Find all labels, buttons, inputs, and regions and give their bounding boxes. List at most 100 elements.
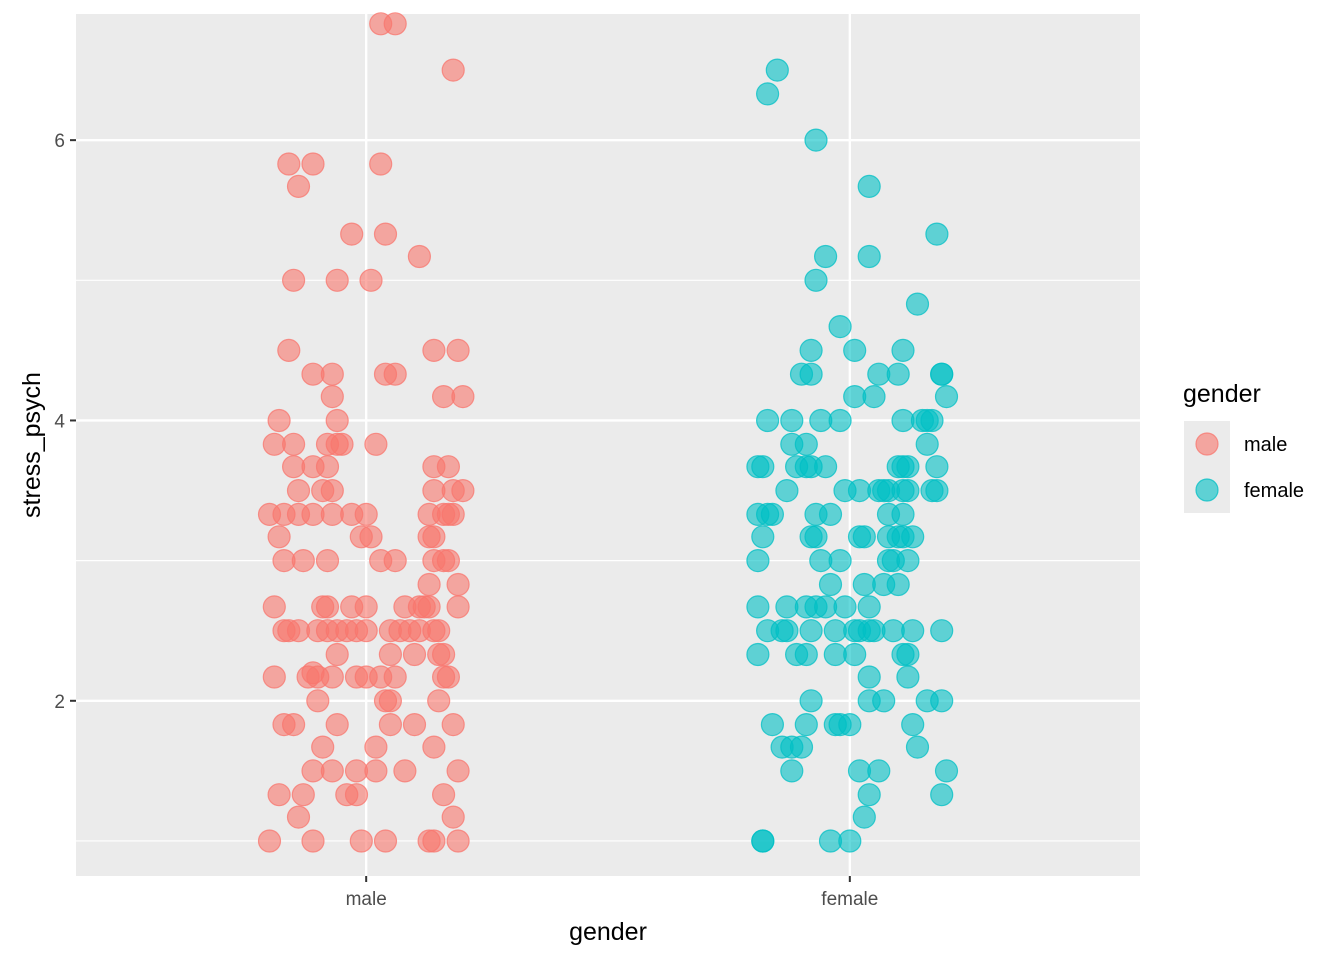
point-female-104 (780, 408, 804, 433)
point-male-88 (422, 525, 446, 549)
point-male-93 (320, 502, 344, 527)
point-female-21 (799, 689, 823, 713)
y-axis-title: stress_psych (18, 372, 46, 518)
point-female-20 (901, 712, 925, 737)
point-male-33 (262, 665, 286, 689)
legend-key-male (1195, 432, 1219, 456)
point-male-139 (441, 58, 465, 82)
point-female-57 (886, 572, 910, 597)
point-female-119 (930, 362, 954, 386)
point-male-19 (446, 759, 470, 783)
point-female-48 (775, 595, 799, 619)
point-female-23 (872, 689, 896, 713)
point-female-63 (896, 548, 920, 573)
point-male-103 (422, 479, 446, 503)
point-female-80 (775, 479, 799, 503)
point-male-64 (262, 595, 286, 619)
point-female-101 (794, 432, 818, 456)
point-male-18 (393, 759, 417, 783)
point-female-64 (751, 525, 775, 549)
point-female-117 (886, 362, 910, 386)
point-female-99 (925, 455, 949, 479)
point-female-124 (905, 292, 930, 316)
point-female-127 (857, 244, 881, 269)
point-female-123 (828, 315, 852, 339)
point-male-78 (315, 548, 340, 573)
point-male-2 (349, 829, 373, 853)
point-male-138 (369, 152, 393, 176)
point-female-125 (804, 268, 828, 292)
point-male-136 (277, 152, 301, 176)
point-female-103 (755, 408, 780, 433)
y-axis: 2 4 6 (54, 131, 76, 713)
y-tick-label-1: 4 (54, 411, 65, 432)
point-male-68 (354, 595, 378, 619)
point-male-123 (320, 362, 344, 386)
point-male-74 (417, 572, 441, 597)
point-female-110 (920, 408, 944, 433)
point-female-112 (862, 385, 886, 409)
y-tick-label-2: 6 (54, 131, 65, 152)
point-male-118 (325, 408, 349, 433)
point-male-132 (407, 244, 431, 269)
point-female-26 (857, 665, 881, 689)
point-female-102 (915, 432, 939, 456)
x-axis: male female (346, 876, 878, 910)
point-male-13 (441, 805, 465, 829)
legend-label-male: male (1244, 434, 1287, 456)
point-female-130 (804, 128, 828, 152)
point-male-11 (432, 783, 456, 807)
point-male-44 (325, 642, 349, 667)
legend-title: gender (1183, 380, 1261, 408)
point-female-91 (751, 455, 775, 479)
point-male-75 (446, 572, 470, 597)
point-male-5 (422, 829, 446, 853)
point-female-4 (780, 759, 804, 783)
plot-panel (76, 14, 1140, 876)
point-female-32 (843, 642, 867, 667)
point-male-40 (383, 665, 407, 689)
point-male-133 (340, 222, 364, 246)
point-male-121 (451, 385, 475, 409)
point-female-14 (905, 735, 930, 759)
point-female-25 (930, 689, 954, 713)
point-male-21 (364, 735, 388, 759)
point-female-55 (852, 572, 876, 597)
point-male-111 (262, 432, 286, 456)
point-male-108 (315, 455, 340, 479)
point-male-125 (383, 362, 407, 386)
point-male-84 (267, 525, 291, 549)
point-male-95 (354, 502, 378, 527)
point-male-46 (402, 642, 427, 667)
point-male-112 (282, 432, 306, 456)
point-male-127 (422, 338, 446, 362)
point-male-135 (286, 174, 311, 198)
point-male-1 (301, 829, 325, 853)
point-female-3 (838, 829, 862, 853)
point-male-73 (446, 595, 470, 619)
point-female-131 (755, 82, 780, 106)
point-male-12 (286, 805, 311, 829)
legend-key-female (1195, 478, 1219, 502)
point-female-39 (823, 619, 847, 643)
point-male-129 (282, 268, 306, 292)
point-male-8 (291, 783, 315, 807)
point-female-30 (794, 642, 818, 667)
point-female-87 (896, 479, 920, 503)
point-male-16 (344, 759, 369, 783)
point-male-83 (436, 548, 460, 573)
point-male-36 (320, 665, 344, 689)
point-female-44 (881, 619, 905, 643)
point-female-6 (867, 759, 891, 783)
point-male-116 (364, 432, 388, 456)
point-male-134 (373, 222, 398, 246)
point-female-19 (838, 712, 862, 737)
legend: gender male female (1183, 380, 1304, 513)
point-female-116 (867, 362, 891, 386)
point-male-72 (417, 595, 441, 619)
point-male-28 (441, 712, 465, 737)
point-male-27 (402, 712, 427, 737)
point-male-126 (277, 338, 301, 362)
